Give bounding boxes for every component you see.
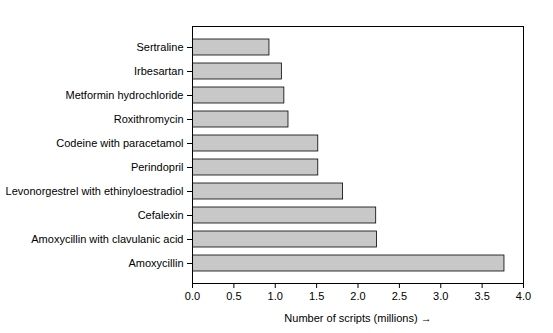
svg-text:0.5: 0.5 xyxy=(226,290,241,302)
svg-text:Irbesartan: Irbesartan xyxy=(134,65,184,77)
svg-text:Roxithromycin: Roxithromycin xyxy=(114,113,184,125)
svg-text:Amoxycillin: Amoxycillin xyxy=(128,257,183,269)
svg-text:Sertraline: Sertraline xyxy=(136,41,183,53)
svg-text:3.5: 3.5 xyxy=(474,290,489,302)
svg-text:1.5: 1.5 xyxy=(309,290,324,302)
svg-text:Metformin hydrochloride: Metformin hydrochloride xyxy=(66,89,184,101)
svg-text:Amoxycillin with clavulanic ac: Amoxycillin with clavulanic acid xyxy=(31,233,183,245)
svg-text:Number of scripts (millions) →: Number of scripts (millions) → xyxy=(284,312,431,324)
svg-text:4.0: 4.0 xyxy=(516,290,531,302)
svg-text:1.0: 1.0 xyxy=(268,290,283,302)
svg-text:2.0: 2.0 xyxy=(350,290,365,302)
svg-text:3.0: 3.0 xyxy=(433,290,448,302)
svg-text:Cefalexin: Cefalexin xyxy=(138,209,184,221)
svg-text:Codeine with paracetamol: Codeine with paracetamol xyxy=(56,137,183,149)
svg-text:2.5: 2.5 xyxy=(392,290,407,302)
svg-text:Perindopril: Perindopril xyxy=(131,161,184,173)
svg-text:0.0: 0.0 xyxy=(185,290,200,302)
svg-text:Levonorgestrel with ethinyloes: Levonorgestrel with ethinyloestradiol xyxy=(6,185,184,197)
